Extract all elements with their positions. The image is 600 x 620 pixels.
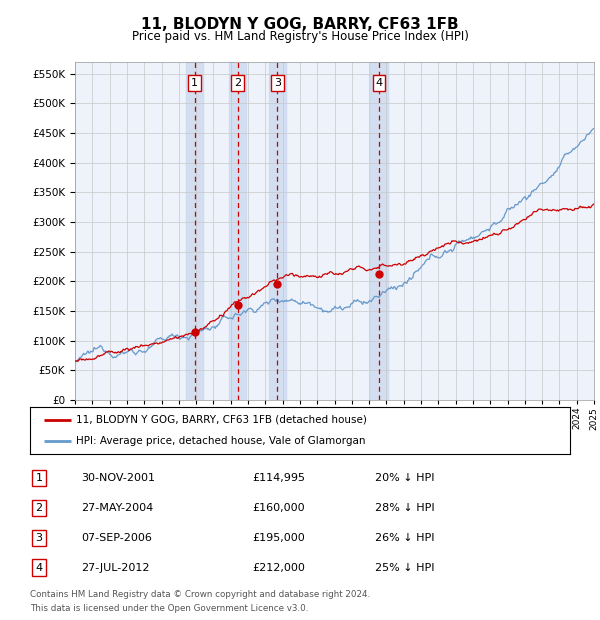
- Text: 3: 3: [35, 533, 43, 542]
- Bar: [229, 62, 247, 400]
- Text: 1: 1: [191, 78, 198, 88]
- Text: 3: 3: [274, 78, 281, 88]
- Text: Price paid vs. HM Land Registry's House Price Index (HPI): Price paid vs. HM Land Registry's House …: [131, 30, 469, 43]
- Text: 4: 4: [376, 78, 383, 88]
- Bar: [269, 62, 286, 400]
- Text: 1: 1: [35, 473, 43, 483]
- Text: 11, BLODYN Y GOG, BARRY, CF63 1FB (detached house): 11, BLODYN Y GOG, BARRY, CF63 1FB (detac…: [76, 415, 367, 425]
- Text: 11, BLODYN Y GOG, BARRY, CF63 1FB: 11, BLODYN Y GOG, BARRY, CF63 1FB: [141, 17, 459, 32]
- Text: Contains HM Land Registry data © Crown copyright and database right 2024.: Contains HM Land Registry data © Crown c…: [30, 590, 370, 599]
- Text: 2: 2: [234, 78, 241, 88]
- Text: £195,000: £195,000: [252, 533, 305, 542]
- Text: £212,000: £212,000: [252, 562, 305, 572]
- Text: HPI: Average price, detached house, Vale of Glamorgan: HPI: Average price, detached house, Vale…: [76, 436, 365, 446]
- Text: 4: 4: [35, 562, 43, 572]
- Text: £160,000: £160,000: [252, 503, 305, 513]
- Text: 28% ↓ HPI: 28% ↓ HPI: [375, 503, 434, 513]
- Text: 27-MAY-2004: 27-MAY-2004: [81, 503, 153, 513]
- Bar: [186, 62, 203, 400]
- Text: This data is licensed under the Open Government Licence v3.0.: This data is licensed under the Open Gov…: [30, 603, 308, 613]
- Text: 30-NOV-2001: 30-NOV-2001: [81, 473, 155, 483]
- Text: 27-JUL-2012: 27-JUL-2012: [81, 562, 149, 572]
- Text: 26% ↓ HPI: 26% ↓ HPI: [375, 533, 434, 542]
- Text: 25% ↓ HPI: 25% ↓ HPI: [375, 562, 434, 572]
- Text: 07-SEP-2006: 07-SEP-2006: [81, 533, 152, 542]
- Text: £114,995: £114,995: [252, 473, 305, 483]
- Text: 20% ↓ HPI: 20% ↓ HPI: [375, 473, 434, 483]
- Bar: [370, 62, 388, 400]
- Text: 2: 2: [35, 503, 43, 513]
